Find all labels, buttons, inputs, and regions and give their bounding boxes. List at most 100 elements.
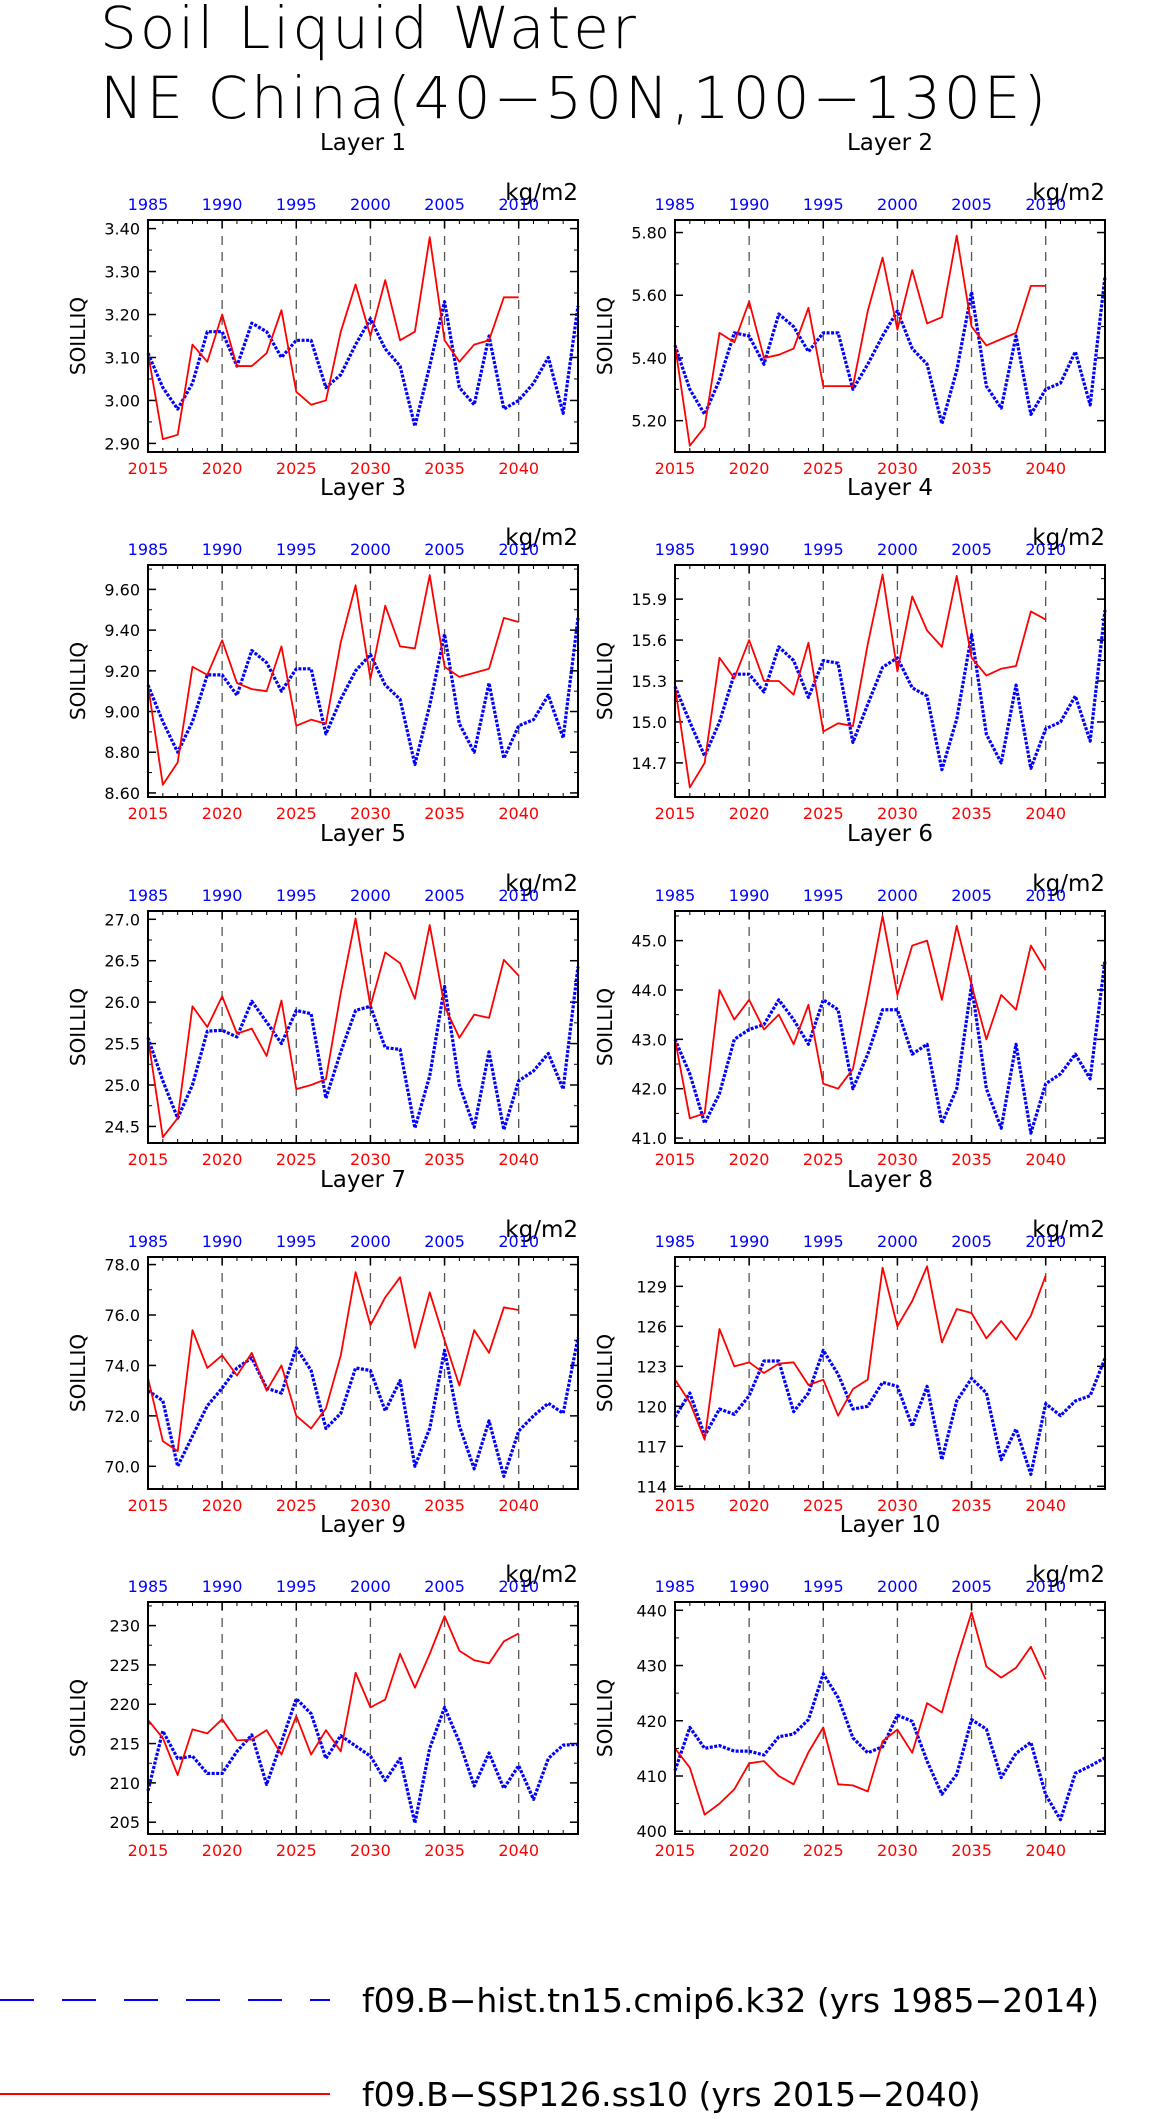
- x-tick-label-bottom: 2020: [202, 1496, 243, 1515]
- x-tick-label-top: 2010: [498, 540, 539, 559]
- x-tick-label-top: 1990: [202, 540, 243, 559]
- x-tick-label-top: 1985: [655, 195, 696, 214]
- panel-title: Layer 7: [320, 1167, 406, 1193]
- y-axis-label: SOILLIQ: [66, 297, 90, 375]
- x-tick-label-bottom: 2035: [424, 1496, 465, 1515]
- x-tick-label-top: 1985: [128, 886, 169, 905]
- x-tick-label-bottom: 2025: [276, 459, 317, 478]
- x-tick-label-top: 2000: [877, 1232, 918, 1251]
- x-tick-label-top: 1995: [276, 195, 317, 214]
- y-tick-label: 8.80: [104, 743, 140, 762]
- x-tick-label-bottom: 2030: [877, 1496, 918, 1515]
- x-tick-label-bottom: 2040: [498, 804, 539, 823]
- y-tick-label: 3.40: [104, 220, 140, 239]
- x-tick-label-bottom: 2020: [729, 1496, 770, 1515]
- y-tick-label: 420: [636, 1712, 667, 1731]
- x-tick-label-top: 1985: [655, 886, 696, 905]
- x-tick-label-top: 2000: [877, 886, 918, 905]
- x-tick-label-bottom: 2035: [951, 1841, 992, 1860]
- panel-title: Layer 10: [840, 1512, 941, 1538]
- x-tick-label-top: 2005: [424, 195, 465, 214]
- plot-frame: [674, 1256, 1106, 1490]
- x-tick-label-top: 1990: [729, 1232, 770, 1251]
- x-tick-label-bottom: 2035: [951, 804, 992, 823]
- x-tick-label-bottom: 2025: [803, 804, 844, 823]
- x-tick-label-bottom: 2020: [729, 1841, 770, 1860]
- x-tick-label-top: 2000: [877, 1577, 918, 1596]
- y-tick-label: 15.3: [631, 672, 667, 691]
- units-label: kg/m2: [505, 525, 578, 551]
- x-tick-label-top: 1985: [128, 1232, 169, 1251]
- x-tick-label-top: 2005: [424, 1577, 465, 1596]
- chart-panel-9: Layer 9 kg/m2 205 210 215 220 225 230 2015 2020 20…: [66, 1512, 579, 1860]
- y-tick-label: 3.30: [104, 263, 140, 282]
- x-tick-label-bottom: 2030: [877, 804, 918, 823]
- y-tick-label: 25.5: [104, 1035, 140, 1054]
- x-tick-label-top: 1990: [202, 195, 243, 214]
- series-line-hist: [673, 1348, 1107, 1476]
- figure-title-line-1: Soil Liquid Water: [100, 0, 639, 62]
- series-line-ssp: [674, 1265, 1047, 1441]
- y-axis-label: SOILLIQ: [593, 1334, 617, 1412]
- series-line-ssp: [147, 574, 519, 786]
- x-tick-label-bottom: 2025: [803, 1841, 844, 1860]
- x-tick-label-bottom: 2025: [803, 1150, 844, 1169]
- units-label: kg/m2: [505, 1562, 578, 1588]
- plot-frame: [147, 219, 579, 453]
- y-tick-label: 5.20: [631, 412, 667, 431]
- panel-title: Layer 3: [320, 475, 406, 501]
- series-line-ssp: [674, 234, 1046, 447]
- chart-panel-2: Layer 2 kg/m2 5.20 5.40 5.60 5.80 2015 2020 2025…: [593, 130, 1107, 478]
- x-tick-label-top: 2000: [877, 195, 918, 214]
- x-tick-label-bottom: 2015: [128, 1150, 169, 1169]
- units-label: kg/m2: [505, 871, 578, 897]
- x-tick-label-bottom: 2025: [276, 1496, 317, 1515]
- x-tick-label-top: 1985: [655, 1232, 696, 1251]
- y-tick-label: 26.5: [104, 952, 140, 971]
- panel-title: Layer 6: [847, 821, 933, 847]
- x-tick-label-bottom: 2015: [128, 1841, 169, 1860]
- x-tick-label-bottom: 2030: [877, 1150, 918, 1169]
- chart-panel-10: Layer 10 kg/m2 400 410 420 430 440 2015 2020 2025…: [593, 1512, 1106, 1860]
- y-tick-label: 215: [109, 1735, 140, 1754]
- x-tick-label-bottom: 2035: [424, 804, 465, 823]
- x-tick-label-top: 2000: [350, 540, 391, 559]
- x-tick-label-top: 1990: [729, 1577, 770, 1596]
- x-tick-label-top: 1985: [655, 540, 696, 559]
- x-tick-label-top: 2005: [951, 540, 992, 559]
- y-axis-label: SOILLIQ: [66, 1679, 90, 1757]
- y-tick-label: 15.6: [631, 631, 667, 650]
- series-line-hist: [673, 276, 1107, 426]
- panel-grid: Layer 1 kg/m2 2.90 3.00 3.10 3.20 3.30 3.40 2015…: [66, 130, 1107, 1860]
- x-tick-label-top: 2005: [424, 886, 465, 905]
- y-tick-label: 440: [636, 1601, 667, 1620]
- units-label: kg/m2: [1032, 525, 1105, 551]
- x-tick-label-bottom: 2040: [498, 459, 539, 478]
- x-tick-label-top: 1990: [202, 886, 243, 905]
- y-tick-label: 220: [109, 1695, 140, 1714]
- panel-title: Layer 1: [320, 130, 406, 156]
- y-tick-label: 126: [636, 1317, 667, 1336]
- x-tick-label-top: 1995: [276, 886, 317, 905]
- y-tick-label: 45.0: [631, 932, 667, 951]
- y-tick-label: 3.10: [104, 348, 140, 367]
- legend-hist-label: f09.B−hist.tn15.cmip6.k32 (yrs 1985−2014…: [362, 1981, 1099, 2020]
- series-line-hist: [146, 1697, 579, 1825]
- y-tick-label: 205: [109, 1813, 140, 1832]
- x-tick-label-bottom: 2040: [1025, 1496, 1066, 1515]
- y-tick-label: 14.7: [631, 754, 667, 773]
- x-tick-label-bottom: 2030: [350, 459, 391, 478]
- y-tick-label: 41.0: [631, 1129, 667, 1148]
- legend-ssp-label: f09.B−SSP126.ss10 (yrs 2015−2040): [362, 2075, 981, 2114]
- y-tick-label: 9.40: [104, 621, 140, 640]
- x-tick-label-bottom: 2030: [350, 1150, 391, 1169]
- x-tick-label-top: 2000: [350, 1232, 391, 1251]
- x-tick-label-top: 2005: [951, 195, 992, 214]
- y-tick-label: 72.0: [104, 1407, 140, 1426]
- panel-title: Layer 5: [320, 821, 406, 847]
- x-tick-label-bottom: 2015: [655, 459, 696, 478]
- x-tick-label-top: 1990: [202, 1577, 243, 1596]
- x-tick-label-top: 1985: [128, 195, 169, 214]
- plot-frame: [147, 1601, 579, 1835]
- x-tick-label-top: 1995: [276, 540, 317, 559]
